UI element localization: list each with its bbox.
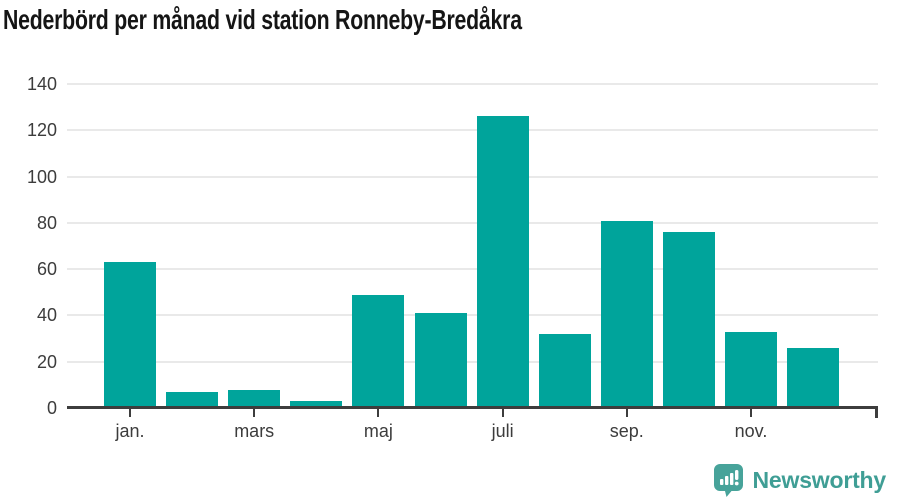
- x-axis-tick-label: mars: [234, 421, 275, 441]
- x-axis-tick: [253, 408, 256, 417]
- y-axis-tick-label: 0: [46, 398, 57, 418]
- chart-title: Nederbörd per månad vid station Ronneby-…: [3, 4, 522, 35]
- y-axis-tick-label: 120: [26, 120, 57, 141]
- y-axis-tick-label: 60: [36, 259, 57, 280]
- x-axis-tick-label: sep.: [609, 421, 644, 441]
- x-axis-endcap: [875, 408, 878, 418]
- newsworthy-pin-chart-icon: [713, 463, 744, 497]
- gridline-y-100: [67, 175, 878, 178]
- x-axis-tick: [625, 408, 628, 417]
- bar-feb: [166, 391, 219, 408]
- y-axis-tick-label: 100: [26, 166, 57, 187]
- y-axis-tick-label: 140: [26, 74, 57, 94]
- x-axis-tick-label: maj: [363, 421, 393, 441]
- gridline-y-60: [67, 268, 878, 271]
- x-axis-tick-label: nov.: [734, 421, 768, 441]
- y-axis-tick-label: 40: [36, 305, 57, 326]
- gridline-y-20: [67, 360, 878, 363]
- branding: Newsworthy: [713, 463, 886, 497]
- plot-area: 0 20 40 60 80 100 120 140 jan. mars maj juli sep. nov…: [27, 74, 878, 441]
- bar-mars: [228, 389, 281, 408]
- bar-maj: [352, 294, 405, 408]
- x-axis-tick-label: jan.: [115, 421, 145, 441]
- bar-juni: [414, 313, 467, 408]
- bar-nov: [725, 331, 777, 408]
- brand-name: Newsworthy: [752, 467, 887, 493]
- gridline-y-40: [67, 314, 878, 317]
- x-axis-tick-label: juli: [491, 421, 514, 441]
- bar-dec: [787, 347, 840, 408]
- bar-apr: [290, 401, 343, 408]
- bar-aug: [538, 333, 591, 408]
- bar-juli: [476, 116, 529, 408]
- x-axis-tick: [129, 408, 131, 417]
- y-axis-tick-label: 20: [36, 351, 57, 372]
- bar-jan: [104, 262, 156, 408]
- bar-sep: [600, 220, 653, 408]
- bar-okt: [662, 232, 715, 408]
- x-axis-tick: [501, 408, 504, 417]
- x-axis-tick: [377, 408, 380, 417]
- gridline-y-80: [67, 221, 878, 224]
- x-axis-line: [67, 406, 878, 409]
- y-axis-tick-label: 80: [36, 212, 57, 233]
- gridline-y-120: [67, 129, 878, 132]
- gridline-y-140: [67, 83, 878, 85]
- x-axis-tick: [750, 408, 752, 417]
